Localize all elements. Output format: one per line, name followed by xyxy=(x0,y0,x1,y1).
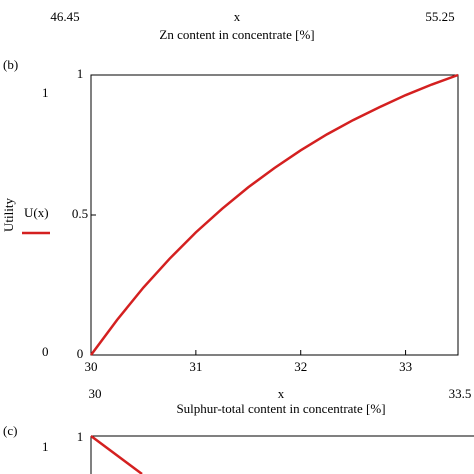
y-tick-label: 1 xyxy=(77,429,84,444)
y-limit-label: 0 xyxy=(42,344,49,359)
line xyxy=(89,73,459,356)
y-tick-label: 0 xyxy=(77,346,84,361)
x-tick-label: 30 xyxy=(85,359,98,374)
y-limit-label: 1 xyxy=(42,85,49,100)
x-tick-label: 33 xyxy=(399,359,412,374)
y-tick-label: 1 xyxy=(77,66,84,81)
panel-label: (b) xyxy=(3,57,18,72)
x-tick-label: 32 xyxy=(294,359,307,374)
x-limit-label: 30 xyxy=(89,386,102,401)
y-limit-label: 1 xyxy=(42,439,49,454)
x-axis-title: Sulphur-total content in concentrate [%] xyxy=(176,401,385,416)
x-variable: x xyxy=(278,386,285,401)
y-tick-label: 0.5 xyxy=(72,206,88,221)
x-tick-label: 31 xyxy=(189,359,202,374)
panel-label: (c) xyxy=(3,423,17,438)
x-limit-label: 55.25 xyxy=(425,9,454,24)
plot-frame xyxy=(90,74,459,356)
partial-curve xyxy=(90,434,143,474)
x-variable: x xyxy=(234,9,241,24)
x-limit-label: 46.45 xyxy=(50,9,79,24)
x-limit-label: 33.5 xyxy=(449,386,472,401)
x-axis-title: Zn content in concentrate [%] xyxy=(159,27,314,42)
y-axis-title: Utility xyxy=(1,198,16,232)
legend-label: U(x) xyxy=(24,205,49,220)
